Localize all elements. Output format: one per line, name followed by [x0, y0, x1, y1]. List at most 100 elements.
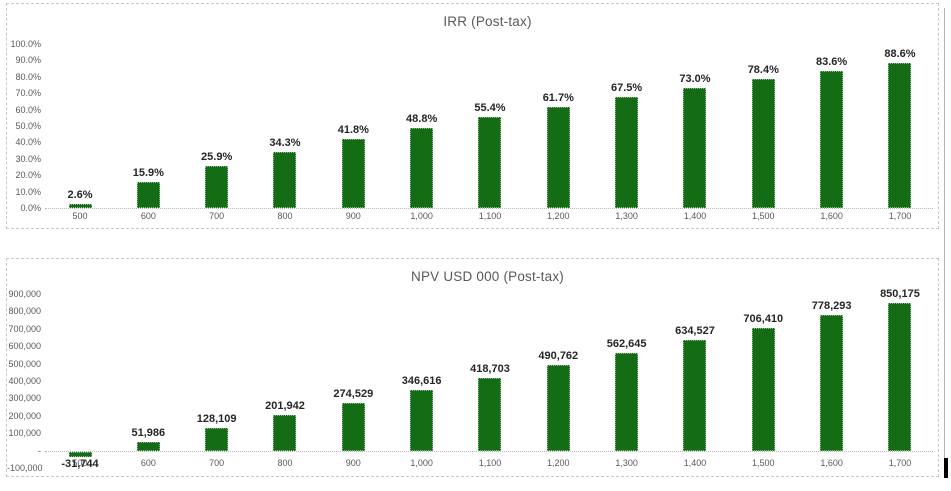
x-axis-category-label: 1,700 [888, 458, 912, 468]
x-axis-category-label: 1,600 [820, 458, 843, 468]
y-axis-tick-label: 0.0% [20, 203, 41, 213]
y-axis-tick-label: 30.0% [15, 153, 41, 164]
y-axis-tick-label: 700,000 [8, 323, 41, 334]
bar-value-label: 34.3% [269, 136, 301, 149]
bar [820, 70, 844, 208]
bar-value-label: 67.5% [611, 82, 643, 95]
bar-value-label: 15.9% [132, 166, 164, 179]
x-axis-category-label: 700 [209, 458, 225, 468]
bar [273, 415, 297, 451]
y-axis-tick-label: 20.0% [15, 170, 41, 181]
y-axis-tick-label: 800,000 [8, 306, 41, 317]
y-axis-tick-label: 80.0% [15, 71, 41, 82]
y-axis-tick-label: 400,000 [8, 376, 41, 386]
bar [136, 441, 160, 451]
bar-value-label: 778,293 [811, 300, 852, 313]
x-axis-category-label: 1,100 [478, 211, 502, 221]
bar [546, 365, 570, 451]
x-axis-category-label: 500 [72, 458, 88, 468]
y-axis-tick-label: 500,000 [8, 358, 41, 369]
x-axis-category-label: 900 [345, 211, 361, 221]
y-axis-tick-label: 600,000 [8, 341, 41, 352]
bar-value-label: 201,942 [265, 400, 305, 413]
bar-value-label: 634,527 [675, 325, 715, 338]
x-axis-category-label: 600 [140, 458, 156, 468]
bar [410, 127, 434, 208]
y-axis-tick-label: 10.0% [15, 186, 41, 197]
zero-axis-line [45, 208, 933, 209]
bar-value-label: 562,645 [606, 337, 647, 350]
bar-value-label: 25.9% [201, 150, 233, 163]
bar [546, 106, 570, 208]
x-axis-category-label: 900 [345, 458, 361, 468]
bar-value-label: 41.8% [337, 124, 369, 137]
bar-value-label: 706,410 [743, 312, 784, 325]
bar-value-label: 51,986 [131, 426, 166, 439]
x-axis-category-label: 1,200 [547, 458, 570, 468]
bar-value-label: 61.7% [542, 91, 574, 104]
bar [615, 97, 639, 208]
npv-chart-title: NPV USD 000 (Post-tax) [411, 269, 564, 284]
bar [68, 203, 92, 208]
y-axis-tick-label: 100.0% [10, 39, 41, 49]
x-axis-category-label: 1,000 [410, 458, 433, 468]
x-axis-category-label: 1,600 [820, 211, 843, 221]
bar [478, 117, 502, 208]
bar [205, 428, 229, 451]
x-axis-category-label: 1,200 [547, 211, 570, 221]
bar-value-label: 418,703 [470, 362, 510, 375]
bar-value-label: 490,762 [538, 350, 579, 363]
x-axis-category-label: 600 [140, 211, 156, 221]
x-axis-category-label: 800 [277, 211, 293, 221]
npv-chart-panel: NPV USD 000 (Post-tax) -100,000-100,000 2… [6, 258, 939, 477]
bar [683, 88, 707, 208]
bar [615, 352, 639, 451]
x-axis-category-label: 1,300 [615, 458, 638, 468]
bar-value-label: 78.4% [747, 64, 779, 77]
bar [888, 302, 912, 451]
x-axis-category-label: 1,100 [478, 458, 502, 468]
bar-value-label: 274,529 [333, 387, 374, 400]
bar-value-label: 83.6% [816, 55, 848, 68]
irr-chart-panel: IRR (Post-tax) 0.0% 10.0% 20.0% 30.0% 40.0% 5… [6, 3, 939, 229]
y-axis-tick-label: 200,000 [8, 410, 41, 421]
y-axis-tick-label: - [38, 445, 41, 456]
bar [273, 151, 297, 208]
irr-chart-title: IRR (Post-tax) [443, 14, 532, 29]
bar [341, 402, 365, 451]
bar-value-label: 850,175 [880, 287, 920, 300]
x-axis-category-label: 500 [72, 211, 88, 221]
y-axis-tick-label: 90.0% [15, 55, 41, 66]
x-axis-category-label: 1,500 [752, 211, 775, 221]
x-axis-category-label: 1,000 [410, 211, 433, 221]
y-axis-tick-label: 50.0% [15, 121, 41, 131]
bar [751, 327, 775, 451]
bar [410, 390, 434, 451]
x-axis-category-label: 1,400 [683, 458, 707, 468]
x-axis-category-label: 1,700 [888, 211, 912, 221]
bar [68, 451, 92, 458]
bar [820, 315, 844, 451]
bar-value-label: 48.8% [406, 112, 438, 125]
bar-value-label: 55.4% [474, 102, 506, 115]
bar-value-label: 346,616 [401, 375, 442, 388]
cursor-artifact [944, 458, 948, 478]
y-axis-tick-label: 100,000 [8, 428, 41, 439]
x-axis-category-label: 1,300 [615, 211, 638, 221]
bar-value-label: 88.6% [884, 47, 916, 60]
x-axis-category-label: 1,500 [752, 458, 775, 468]
bar-value-label: 128,109 [196, 413, 237, 426]
bar [136, 181, 160, 208]
x-axis-category-label: 800 [277, 458, 293, 468]
y-axis-tick-label: 40.0% [15, 137, 41, 148]
y-axis-tick-label: 70.0% [15, 88, 41, 99]
bar-value-label: -31,744 [61, 458, 99, 471]
y-axis-tick-label: 900,000 [8, 289, 41, 299]
bar [888, 62, 912, 208]
window-edge-line [944, 8, 945, 478]
bar [751, 79, 775, 208]
zero-axis-line [45, 450, 933, 452]
x-axis-category-label: 700 [209, 211, 225, 221]
y-axis-tick-label: -100,000 [7, 463, 43, 473]
y-axis-tick-label: 60.0% [15, 104, 41, 115]
